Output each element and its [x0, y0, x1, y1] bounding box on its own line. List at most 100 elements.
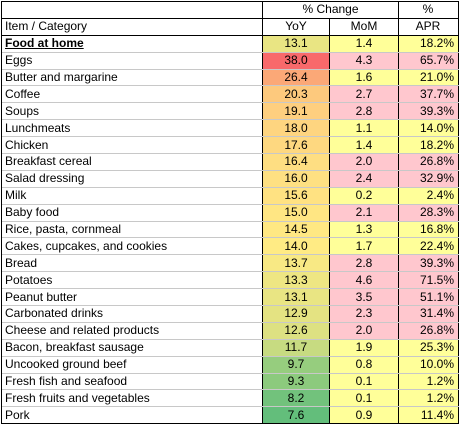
item-cell[interactable]: Fresh fruits and vegetables	[2, 389, 263, 408]
yoy-cell[interactable]: 17.6	[262, 136, 330, 155]
mom-cell[interactable]: 1.7	[329, 237, 399, 256]
yoy-cell[interactable]: 13.7	[262, 254, 330, 273]
item-cell[interactable]: Chicken	[2, 136, 263, 155]
yoy-cell[interactable]: 14.5	[262, 221, 330, 239]
apr-cell[interactable]: 32.9%	[398, 170, 459, 188]
apr-cell[interactable]: 14.0%	[398, 119, 459, 138]
item-cell[interactable]: Fresh fish and seafood	[2, 373, 263, 391]
item-cell[interactable]: Lunchmeats	[2, 119, 263, 138]
item-cell[interactable]: Baby food	[2, 204, 263, 222]
yoy-cell[interactable]: 7.6	[262, 406, 330, 424]
mom-cell[interactable]: 2.8	[329, 254, 399, 273]
item-cell[interactable]: Pork	[2, 406, 263, 424]
apr-cell[interactable]: 21.0%	[398, 69, 459, 87]
apr-cell[interactable]: 71.5%	[398, 271, 459, 290]
mom-cell[interactable]: 2.4	[329, 170, 399, 188]
mom-cell[interactable]: 0.8	[329, 356, 399, 374]
apr-cell[interactable]: 2.4%	[398, 187, 459, 205]
yoy-cell[interactable]: 8.2	[262, 389, 330, 408]
apr-cell[interactable]: 1.2%	[398, 373, 459, 391]
pct-change-header[interactable]: % Change	[262, 2, 399, 19]
mom-cell[interactable]: 0.9	[329, 406, 399, 424]
item-cell[interactable]: Eggs	[2, 52, 263, 70]
item-cell[interactable]: Cakes, cupcakes, and cookies	[2, 237, 263, 256]
apr-cell[interactable]: 65.7%	[398, 52, 459, 70]
item-cell[interactable]: Salad dressing	[2, 170, 263, 188]
apr-cell[interactable]: 37.7%	[398, 85, 459, 104]
mom-cell[interactable]: 1.3	[329, 221, 399, 239]
mom-cell[interactable]: 4.3	[329, 52, 399, 70]
item-cell[interactable]: Potatoes	[2, 271, 263, 290]
yoy-cell[interactable]: 9.3	[262, 373, 330, 391]
yoy-cell[interactable]: 26.4	[262, 69, 330, 87]
mom-cell[interactable]: 2.1	[329, 204, 399, 222]
item-cell[interactable]: Food at home	[2, 35, 263, 53]
mom-cell[interactable]: 3.5	[329, 288, 399, 307]
apr-header[interactable]: APR	[398, 18, 459, 36]
mom-cell[interactable]: 2.3	[329, 305, 399, 323]
apr-cell[interactable]: 26.8%	[398, 153, 459, 171]
apr-cell[interactable]: 1.2%	[398, 389, 459, 408]
yoy-cell[interactable]: 12.9	[262, 305, 330, 323]
mom-cell[interactable]: 0.2	[329, 187, 399, 205]
mom-cell[interactable]: 1.4	[329, 35, 399, 53]
yoy-cell[interactable]: 16.0	[262, 170, 330, 188]
yoy-cell[interactable]: 20.3	[262, 85, 330, 104]
mom-header[interactable]: MoM	[329, 18, 399, 36]
apr-cell[interactable]: 18.2%	[398, 136, 459, 155]
apr-cell[interactable]: 51.1%	[398, 288, 459, 307]
yoy-cell[interactable]: 9.7	[262, 356, 330, 374]
item-cell[interactable]: Bread	[2, 254, 263, 273]
table-row: Eggs 38.0 4.3 65.7%	[2, 52, 459, 70]
mom-cell[interactable]: 0.1	[329, 373, 399, 391]
yoy-cell[interactable]: 13.1	[262, 288, 330, 307]
mom-cell[interactable]: 1.6	[329, 69, 399, 87]
item-cell[interactable]: Uncooked ground beef	[2, 356, 263, 374]
item-cell[interactable]: Soups	[2, 102, 263, 121]
yoy-cell[interactable]: 14.0	[262, 237, 330, 256]
yoy-cell[interactable]: 13.3	[262, 271, 330, 290]
yoy-cell[interactable]: 11.7	[262, 339, 330, 357]
item-cell[interactable]: Carbonated drinks	[2, 305, 263, 323]
item-cell[interactable]: Breakfast cereal	[2, 153, 263, 171]
mom-cell[interactable]: 1.1	[329, 119, 399, 138]
mom-cell[interactable]: 4.6	[329, 271, 399, 290]
item-cell[interactable]: Milk	[2, 187, 263, 205]
header-blank-cell[interactable]	[2, 2, 263, 19]
mom-cell[interactable]: 1.4	[329, 136, 399, 155]
mom-cell[interactable]: 2.7	[329, 85, 399, 104]
mom-cell[interactable]: 1.9	[329, 339, 399, 357]
apr-cell[interactable]: 11.4%	[398, 406, 459, 424]
item-cell[interactable]: Cheese and related products	[2, 322, 263, 340]
apr-cell[interactable]: 25.3%	[398, 339, 459, 357]
item-cell[interactable]: Peanut butter	[2, 288, 263, 307]
apr-cell[interactable]: 28.3%	[398, 204, 459, 222]
apr-cell[interactable]: 18.2%	[398, 35, 459, 53]
yoy-cell[interactable]: 15.6	[262, 187, 330, 205]
yoy-cell[interactable]: 15.0	[262, 204, 330, 222]
apr-cell[interactable]: 16.8%	[398, 221, 459, 239]
apr-cell[interactable]: 39.3%	[398, 254, 459, 273]
pct-header[interactable]: %	[398, 2, 459, 19]
yoy-cell[interactable]: 19.1	[262, 102, 330, 121]
mom-cell[interactable]: 2.0	[329, 322, 399, 340]
item-cell[interactable]: Bacon, breakfast sausage	[2, 339, 263, 357]
yoy-cell[interactable]: 12.6	[262, 322, 330, 340]
yoy-cell[interactable]: 13.1	[262, 35, 330, 53]
item-cell[interactable]: Rice, pasta, cornmeal	[2, 221, 263, 239]
item-cell[interactable]: Coffee	[2, 85, 263, 104]
apr-cell[interactable]: 39.3%	[398, 102, 459, 121]
yoy-cell[interactable]: 18.0	[262, 119, 330, 138]
apr-cell[interactable]: 10.0%	[398, 356, 459, 374]
mom-cell[interactable]: 0.1	[329, 389, 399, 408]
yoy-cell[interactable]: 16.4	[262, 153, 330, 171]
apr-cell[interactable]: 22.4%	[398, 237, 459, 256]
yoy-header[interactable]: YoY	[262, 18, 330, 36]
yoy-cell[interactable]: 38.0	[262, 52, 330, 70]
item-cell[interactable]: Butter and margarine	[2, 69, 263, 87]
apr-cell[interactable]: 26.8%	[398, 322, 459, 340]
apr-cell[interactable]: 31.4%	[398, 305, 459, 323]
mom-cell[interactable]: 2.0	[329, 153, 399, 171]
item-category-header[interactable]: Item / Category	[2, 18, 263, 36]
mom-cell[interactable]: 2.8	[329, 102, 399, 121]
